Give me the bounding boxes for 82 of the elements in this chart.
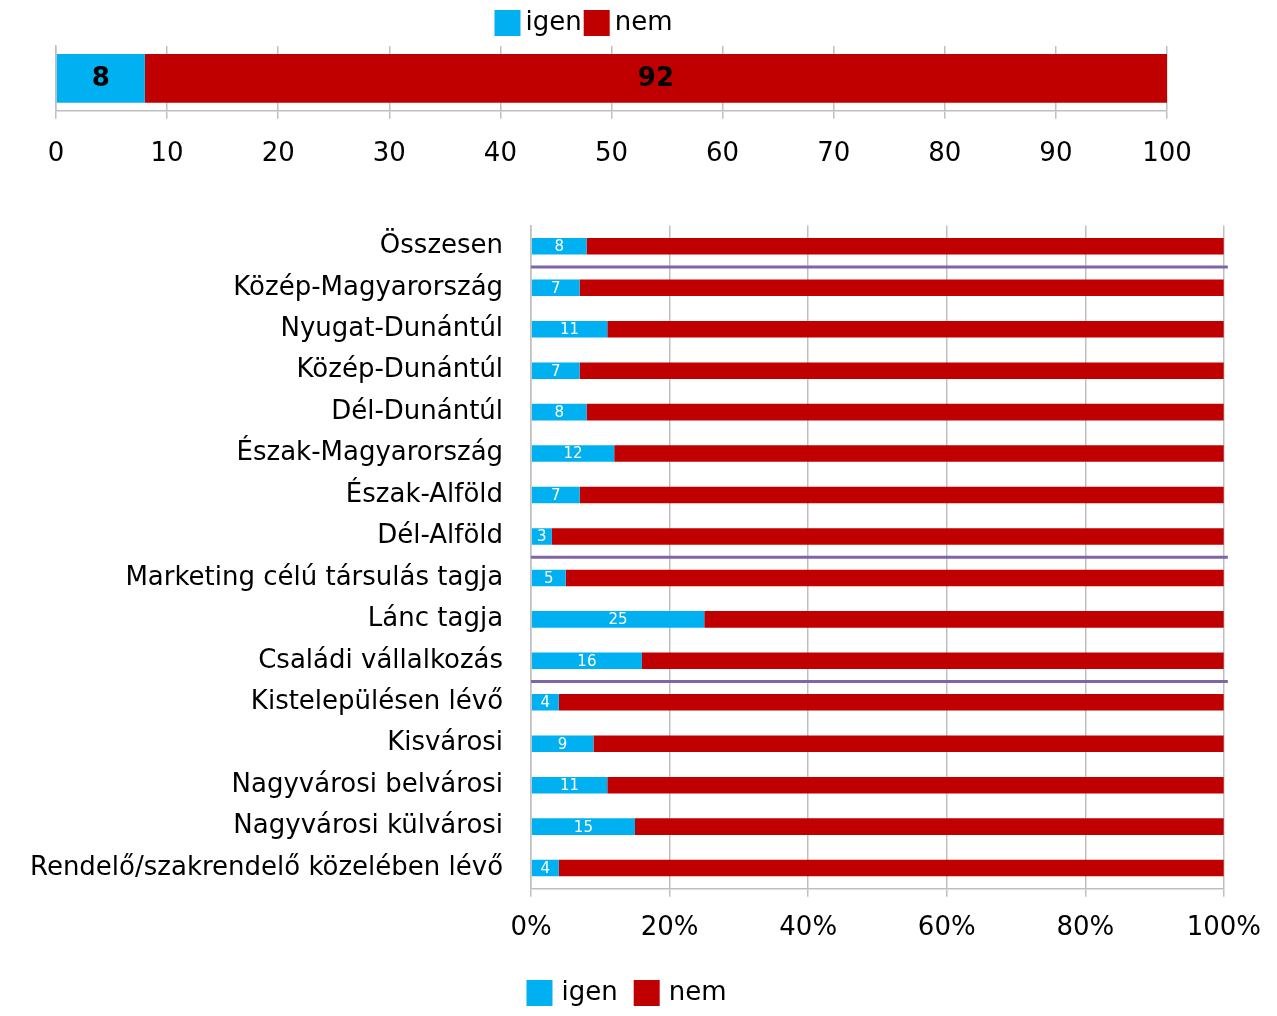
x-tick-label: 20 bbox=[261, 137, 295, 168]
y-tick-label: Észak-Magyarország bbox=[236, 435, 504, 467]
bar bbox=[531, 320, 608, 338]
data-label: 7 bbox=[550, 485, 561, 504]
x-tick-label: 0 bbox=[47, 137, 65, 168]
y-tick-label: Nyugat-Dunántúl bbox=[280, 311, 504, 342]
bar bbox=[531, 693, 559, 711]
x-tick-label: 10 bbox=[150, 137, 184, 168]
data-label: 8 bbox=[554, 403, 564, 422]
data-label: 15 bbox=[573, 817, 593, 836]
y-tick-label: Kistelepülésen lévő bbox=[250, 685, 504, 716]
data-label: 7 bbox=[550, 278, 561, 297]
bar bbox=[586, 238, 1224, 255]
x-tick-label: 90 bbox=[1039, 137, 1073, 168]
legend-label: igen bbox=[525, 5, 582, 36]
legend-label: nem bbox=[668, 975, 727, 1006]
bar bbox=[579, 486, 1224, 504]
x-tick-label: 70 bbox=[817, 137, 851, 168]
data-label: 4 bbox=[540, 858, 551, 877]
bar bbox=[565, 569, 1224, 587]
data-label: 25 bbox=[608, 610, 628, 629]
y-tick-label: Észak-Alföld bbox=[345, 476, 504, 508]
data-label: 8 bbox=[554, 237, 564, 256]
y-tick-label: Rendelő/szakrendelő közelében lévő bbox=[30, 850, 504, 881]
bar bbox=[531, 611, 705, 628]
bar bbox=[531, 279, 580, 297]
legend-label: nem bbox=[614, 5, 673, 36]
y-tick-label: Családi vállalkozás bbox=[258, 643, 504, 674]
x-tick-label: 60 bbox=[706, 137, 740, 168]
legend-label: igen bbox=[561, 975, 618, 1006]
bar bbox=[531, 652, 642, 670]
y-tick-label: Közép-Magyarország bbox=[233, 270, 504, 301]
data-label: 11 bbox=[560, 320, 580, 339]
y-tick-label: Összesen bbox=[379, 228, 504, 260]
x-tick-label: 50 bbox=[594, 137, 629, 168]
bar bbox=[558, 859, 1224, 877]
data-label: 3 bbox=[537, 527, 547, 546]
data-label: 16 bbox=[577, 651, 597, 670]
data-label: 9 bbox=[557, 734, 568, 753]
bar bbox=[531, 238, 587, 255]
x-tick-label: 80 bbox=[928, 137, 962, 168]
bar bbox=[586, 403, 1224, 421]
data-label: 7 bbox=[550, 361, 561, 380]
x-tick-label: 40 bbox=[483, 137, 517, 168]
bar bbox=[531, 362, 580, 379]
bar bbox=[704, 611, 1224, 628]
y-tick-label: Nagyvárosi belvárosi bbox=[231, 767, 504, 798]
bar bbox=[579, 279, 1224, 297]
x-tick-label: 100% bbox=[1186, 911, 1262, 942]
x-tick-label: 80% bbox=[1056, 911, 1115, 942]
y-tick-label: Lánc tagja bbox=[367, 602, 504, 633]
x-tick-label: 30 bbox=[372, 137, 406, 168]
x-tick-label: 60% bbox=[917, 911, 976, 942]
bar bbox=[531, 486, 580, 504]
bar bbox=[579, 362, 1224, 379]
data-label: 92 bbox=[637, 62, 675, 93]
data-label: 4 bbox=[540, 693, 551, 712]
bar bbox=[607, 776, 1224, 794]
y-tick-label: Dél-Dunántúl bbox=[331, 394, 504, 425]
bar bbox=[641, 652, 1224, 670]
bar bbox=[593, 735, 1224, 753]
x-tick-label: 40% bbox=[779, 911, 838, 942]
y-tick-label: Közép-Dunántúl bbox=[296, 353, 504, 384]
bar bbox=[614, 445, 1224, 462]
x-tick-label: 0% bbox=[510, 911, 552, 942]
y-tick-label: Kisvárosi bbox=[387, 726, 504, 757]
y-tick-label: Marketing célú társulás tagja bbox=[125, 560, 504, 591]
x-tick-label: 100 bbox=[1142, 137, 1192, 168]
data-label: 5 bbox=[544, 568, 554, 587]
y-tick-label: Dél-Alföld bbox=[377, 519, 504, 550]
bar bbox=[531, 818, 635, 835]
data-label: 8 bbox=[91, 62, 110, 93]
bar bbox=[531, 445, 615, 462]
y-tick-label: Nagyvárosi külvárosi bbox=[233, 809, 504, 840]
x-tick-label: 20% bbox=[640, 911, 699, 942]
data-label: 11 bbox=[560, 776, 580, 795]
bar bbox=[551, 528, 1224, 545]
bar bbox=[635, 818, 1224, 835]
bar bbox=[607, 320, 1224, 338]
bar bbox=[558, 693, 1224, 711]
bar bbox=[531, 735, 594, 753]
data-label: 12 bbox=[563, 444, 583, 463]
